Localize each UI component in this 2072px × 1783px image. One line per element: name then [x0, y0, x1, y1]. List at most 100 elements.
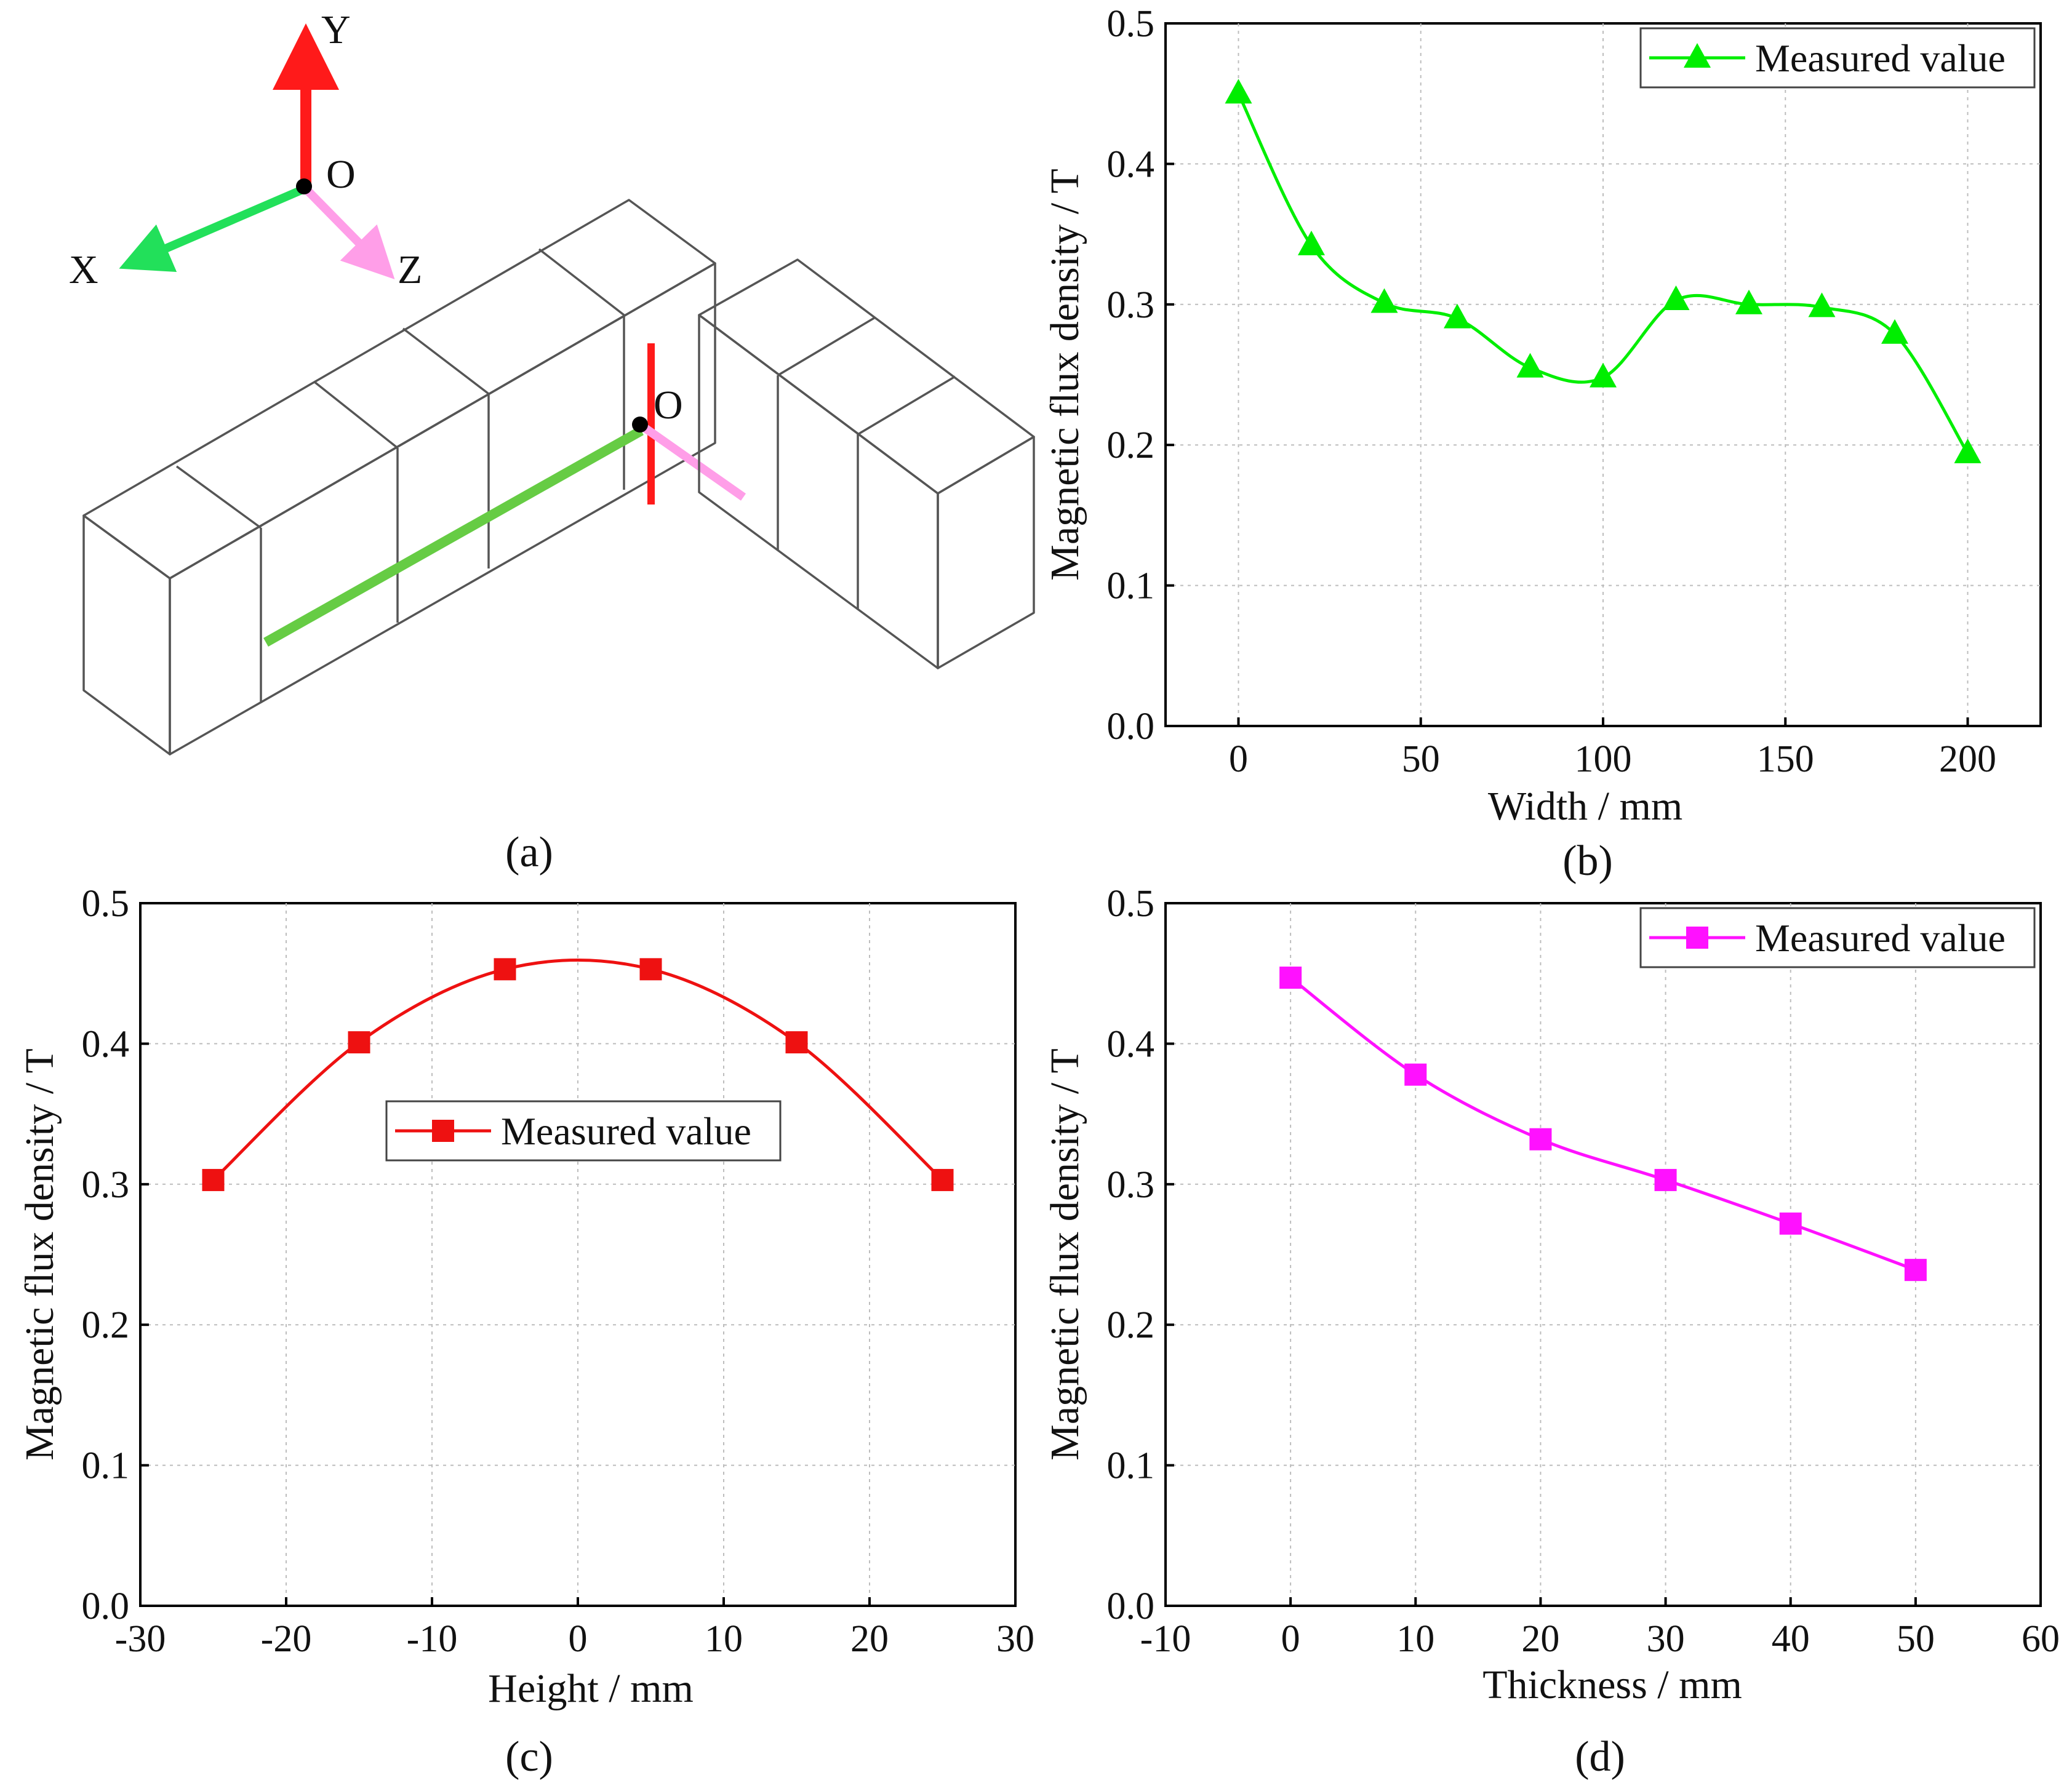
data-point-triangle — [1370, 288, 1398, 313]
data-point-square — [494, 958, 516, 981]
segment-edge — [175, 465, 262, 529]
data-point-triangle — [1954, 438, 1982, 463]
series-markers — [202, 958, 954, 1191]
x-tick-label: 0 — [1229, 738, 1248, 780]
y-tick-labels: 0.0 0.1 0.2 0.3 0.4 0.5 — [1107, 883, 1174, 1627]
data-point-triangle — [1225, 79, 1252, 104]
legend-square-marker — [432, 1120, 454, 1142]
legend-label: Measured value — [1755, 36, 2006, 80]
diagram-panel: Y O X Z O — [69, 7, 1035, 876]
legend-triangle-marker — [1684, 43, 1711, 68]
legend-square-marker — [1686, 927, 1708, 949]
y-tick-label: 0.1 — [1107, 565, 1155, 607]
x-tick-label: 50 — [1402, 738, 1440, 780]
legend-label: Measured value — [501, 1109, 751, 1153]
long-magnet-block — [82, 199, 716, 756]
y-tick-label: 0.4 — [1107, 143, 1155, 185]
chart-height-panel: 0.0 0.1 0.2 0.3 0.4 0.5 -30 -20 -10 0 10 20 30 Meas… — [17, 883, 1034, 1781]
x-tick-label: 150 — [1757, 738, 1814, 780]
x-tick-label: 30 — [996, 1618, 1034, 1660]
x-tick-label: 30 — [1647, 1618, 1685, 1660]
y-tick-label: 0.3 — [82, 1164, 130, 1206]
short-block-top-face — [698, 258, 1035, 495]
segment-edge — [777, 316, 876, 377]
x-tick-label: -10 — [407, 1618, 458, 1660]
plot-frame — [1164, 902, 2042, 1607]
x-tick-label: -20 — [261, 1618, 312, 1660]
data-point-square — [1529, 1128, 1552, 1151]
chart-caption: (c) — [505, 1733, 553, 1781]
legend: Measured value — [385, 1100, 782, 1162]
z-axis-arrow — [305, 188, 395, 279]
y-tick-label: 0.5 — [82, 883, 130, 925]
data-point-triangle — [1881, 319, 1908, 344]
y-axis-label: Y — [321, 7, 351, 52]
series-line — [1289, 976, 1916, 1272]
data-point-square — [639, 958, 662, 981]
legend-label: Measured value — [1755, 916, 2006, 960]
x-tick-label: 60 — [2022, 1618, 2060, 1660]
x-axis-arrow — [119, 185, 305, 272]
coordinate-frame: Y O X Z — [69, 7, 422, 292]
y-tick-label: 0.3 — [1107, 1164, 1155, 1206]
segment-edge — [402, 327, 490, 395]
chart-width-panel: 0.0 0.1 0.2 0.3 0.4 0.5 0 50 100 150 200 Measured… — [1042, 3, 2042, 885]
data-point-square — [785, 1031, 808, 1054]
legend: Measured value — [1639, 27, 2036, 89]
data-point-triangle — [1662, 285, 1690, 310]
data-point-square — [348, 1031, 370, 1054]
x-tick-label: 10 — [705, 1618, 743, 1660]
y-tick-label: 0.2 — [1107, 425, 1155, 466]
y-tick-label: 0.3 — [1107, 284, 1155, 326]
x-tick-label: 10 — [1396, 1618, 1434, 1660]
data-point-square — [1904, 1259, 1927, 1282]
y-tick-labels: 0.0 0.1 0.2 0.3 0.4 0.5 — [1107, 3, 1174, 748]
origin-dot — [296, 178, 312, 194]
y-tick-labels: 0.0 0.1 0.2 0.3 0.4 0.5 — [82, 883, 149, 1627]
y-tick-label: 0.0 — [1107, 1586, 1155, 1627]
data-point-triangle — [1590, 362, 1617, 388]
x-tick-label: 0 — [1281, 1618, 1300, 1660]
x-tick-label: -30 — [115, 1618, 166, 1660]
data-point-square — [1404, 1063, 1427, 1086]
y-tick-label: 0.0 — [1107, 706, 1155, 748]
legend: Measured value — [1639, 907, 2036, 968]
series-markers — [1225, 79, 1982, 463]
data-point-triangle — [1444, 303, 1471, 329]
chart-caption: (b) — [1562, 837, 1613, 885]
y-tick-label: 0.5 — [1107, 3, 1155, 45]
segment-edge — [313, 380, 399, 449]
short-block-front-face — [937, 436, 1035, 669]
y-tick-label: 0.2 — [82, 1304, 130, 1346]
x-axis-title: Width / mm — [1488, 784, 1682, 829]
data-point-triangle — [1808, 292, 1836, 317]
y-tick-label: 0.1 — [1107, 1445, 1155, 1487]
magnet-origin-label: O — [654, 383, 683, 428]
x-tick-labels: -10 0 10 20 30 40 50 60 — [1140, 1597, 2060, 1660]
x-tick-label: 40 — [1772, 1618, 1810, 1660]
x-tick-labels: -30 -20 -10 0 10 20 30 — [115, 1597, 1034, 1660]
diagram-caption: (a) — [505, 829, 553, 876]
y-axis-title: Magnetic flux density / T — [1042, 1048, 1087, 1461]
x-axis-label: X — [69, 247, 98, 292]
x-tick-label: 20 — [850, 1618, 889, 1660]
data-point-triangle — [1516, 353, 1544, 378]
data-point-square — [202, 1168, 225, 1191]
chart-thickness-panel: 0.0 0.1 0.2 0.3 0.4 0.5 -10 0 10 20 30 40 50 60 Meas… — [1042, 883, 2060, 1781]
x-tick-label: 50 — [1897, 1618, 1935, 1660]
x-axis-title: Thickness / mm — [1482, 1662, 1742, 1707]
short-magnet-block — [698, 258, 1035, 669]
data-point-square — [1279, 967, 1302, 989]
x-tick-label: 200 — [1939, 738, 1996, 780]
y-tick-label: 0.4 — [1107, 1023, 1155, 1065]
x-tick-label: 100 — [1575, 738, 1632, 780]
x-tick-label: 0 — [569, 1618, 588, 1660]
y-tick-label: 0.1 — [82, 1445, 130, 1487]
data-point-square — [931, 1168, 954, 1191]
z-axis-label: Z — [398, 247, 422, 292]
y-tick-label: 0.2 — [1107, 1304, 1155, 1346]
data-point-triangle — [1735, 289, 1762, 314]
x-axis-title: Height / mm — [488, 1666, 694, 1711]
long-block-end-face — [82, 514, 171, 756]
